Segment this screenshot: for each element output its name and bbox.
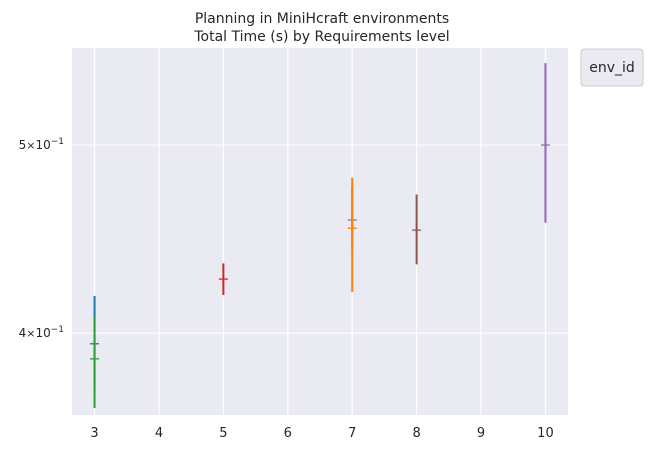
series-2 [218, 263, 228, 296]
series-6 [540, 63, 550, 223]
plot-area [72, 48, 568, 415]
x-tick-label: 6 [284, 426, 292, 441]
series-1 [90, 316, 100, 409]
y-tick-label: 4×10−1 [19, 325, 64, 340]
series-4 [347, 177, 357, 293]
x-tick-label: 10 [537, 426, 554, 441]
x-tick-label: 7 [348, 426, 356, 441]
y-tick-label: 5×10−1 [19, 137, 64, 152]
chart-title-line1: Planning in MiniHcraft environments [195, 11, 449, 27]
y-axis: 4×10−1 5×10−1 [19, 137, 64, 340]
chart-title-line2: Total Time (s) by Requirements level [193, 29, 449, 45]
x-tick-label: 3 [90, 426, 98, 441]
x-axis: 3 4 5 6 7 8 9 10 [90, 426, 553, 441]
legend-box [580, 48, 644, 87]
x-tick-label: 4 [155, 426, 163, 441]
x-tick-label: 8 [412, 426, 420, 441]
x-tick-label: 5 [219, 426, 227, 441]
series-5 [412, 194, 422, 265]
series-group [90, 63, 550, 409]
legend: env_id [580, 48, 644, 87]
x-tick-label: 9 [477, 426, 485, 441]
legend-title: env_id [589, 60, 635, 76]
